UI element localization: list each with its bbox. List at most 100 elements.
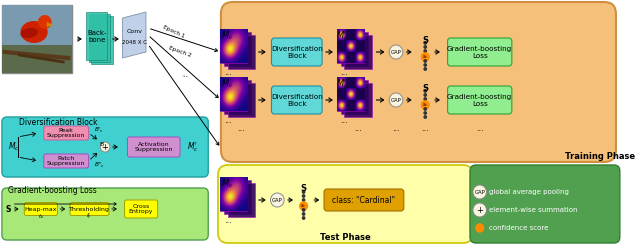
Circle shape	[303, 213, 305, 215]
Polygon shape	[340, 80, 368, 114]
Circle shape	[424, 94, 426, 96]
Circle shape	[424, 46, 426, 48]
Text: $t_k$: $t_k$	[38, 213, 44, 221]
Text: $s_c$: $s_c$	[422, 101, 428, 109]
Circle shape	[424, 42, 426, 44]
Text: ...: ...	[392, 124, 400, 132]
Polygon shape	[220, 177, 247, 211]
Text: Training Phase: Training Phase	[565, 151, 636, 161]
Circle shape	[303, 209, 305, 211]
Text: Conv: Conv	[126, 28, 142, 34]
Text: GAP: GAP	[474, 189, 485, 194]
FancyBboxPatch shape	[2, 117, 208, 177]
Text: $M_c'$: $M_c'$	[337, 77, 349, 91]
Circle shape	[303, 217, 305, 219]
Text: Cross
Entropy: Cross Entropy	[129, 204, 154, 214]
Text: ...: ...	[340, 67, 348, 76]
Text: $M_c$: $M_c$	[8, 141, 19, 153]
Text: GAP: GAP	[272, 197, 283, 202]
Circle shape	[424, 112, 426, 114]
Circle shape	[424, 98, 426, 100]
Text: Gradient-boosting
Loss: Gradient-boosting Loss	[447, 94, 513, 107]
FancyBboxPatch shape	[2, 5, 72, 73]
FancyBboxPatch shape	[88, 14, 110, 62]
Text: element-wise summation: element-wise summation	[490, 207, 578, 213]
Text: ...: ...	[224, 67, 232, 76]
Circle shape	[476, 224, 484, 232]
FancyBboxPatch shape	[70, 202, 109, 215]
Text: $M_c$: $M_c$	[221, 30, 233, 42]
Circle shape	[424, 90, 426, 92]
Text: Heap-max: Heap-max	[24, 206, 57, 211]
Text: Diversification
Block: Diversification Block	[271, 94, 323, 107]
Ellipse shape	[38, 15, 52, 29]
Ellipse shape	[389, 45, 403, 59]
Text: S: S	[422, 36, 428, 45]
FancyBboxPatch shape	[125, 200, 157, 218]
Polygon shape	[344, 83, 372, 117]
FancyBboxPatch shape	[2, 45, 72, 73]
Text: $M_c'$: $M_c'$	[187, 140, 198, 154]
Circle shape	[421, 101, 429, 109]
Ellipse shape	[389, 93, 403, 107]
Text: B: B	[99, 141, 103, 146]
Text: ...: ...	[224, 215, 232, 225]
Polygon shape	[47, 22, 54, 27]
Polygon shape	[337, 29, 364, 63]
Text: Gradient-boosting
Loss: Gradient-boosting Loss	[447, 46, 513, 59]
Text: $M_c$: $M_c$	[221, 178, 233, 190]
Text: +: +	[476, 205, 483, 214]
Text: ...: ...	[476, 124, 484, 132]
Text: S: S	[6, 204, 12, 213]
Text: 2048 X C: 2048 X C	[122, 40, 147, 45]
Text: +: +	[102, 142, 109, 151]
FancyBboxPatch shape	[2, 5, 72, 45]
Text: $s_c$: $s_c$	[422, 53, 428, 61]
Ellipse shape	[20, 21, 48, 43]
Ellipse shape	[271, 193, 284, 207]
FancyBboxPatch shape	[447, 86, 512, 114]
Ellipse shape	[473, 185, 486, 199]
FancyBboxPatch shape	[470, 165, 620, 243]
FancyBboxPatch shape	[447, 38, 512, 66]
FancyBboxPatch shape	[44, 154, 88, 168]
Text: Gradient-boosting Loss: Gradient-boosting Loss	[8, 186, 97, 194]
Circle shape	[424, 64, 426, 66]
Text: $M_c'$: $M_c'$	[337, 29, 349, 43]
Text: ...: ...	[181, 71, 189, 79]
Ellipse shape	[100, 142, 110, 152]
Polygon shape	[340, 32, 368, 66]
FancyBboxPatch shape	[324, 189, 404, 211]
FancyBboxPatch shape	[127, 137, 180, 157]
Text: S: S	[422, 83, 428, 92]
Polygon shape	[224, 32, 251, 66]
FancyBboxPatch shape	[92, 16, 113, 64]
Text: Epoch 2: Epoch 2	[168, 46, 192, 58]
Text: GAP: GAP	[390, 98, 401, 103]
Text: GAP: GAP	[390, 50, 401, 55]
Circle shape	[303, 191, 305, 193]
FancyBboxPatch shape	[271, 38, 322, 66]
Circle shape	[424, 68, 426, 70]
FancyBboxPatch shape	[218, 165, 473, 243]
FancyBboxPatch shape	[86, 12, 107, 60]
FancyBboxPatch shape	[2, 188, 208, 240]
Text: class: "Cardinal": class: "Cardinal"	[332, 195, 396, 204]
Polygon shape	[344, 35, 372, 69]
Polygon shape	[224, 80, 251, 114]
Circle shape	[424, 60, 426, 62]
Text: Test Phase: Test Phase	[320, 233, 371, 242]
Text: ...: ...	[421, 124, 429, 132]
Text: ...: ...	[354, 124, 362, 132]
Text: $s_c$: $s_c$	[300, 202, 307, 210]
Text: Epoch 1: Epoch 1	[161, 25, 185, 39]
Polygon shape	[123, 12, 146, 58]
Text: Thresholding: Thresholding	[69, 206, 110, 211]
Text: confidence score: confidence score	[490, 225, 549, 231]
Text: Peak
Suppression: Peak Suppression	[47, 127, 85, 138]
Text: $f_y$: $f_y$	[86, 212, 93, 222]
Text: Diversification Block: Diversification Block	[19, 118, 98, 126]
Circle shape	[424, 116, 426, 118]
Circle shape	[303, 195, 305, 197]
Polygon shape	[337, 77, 364, 111]
